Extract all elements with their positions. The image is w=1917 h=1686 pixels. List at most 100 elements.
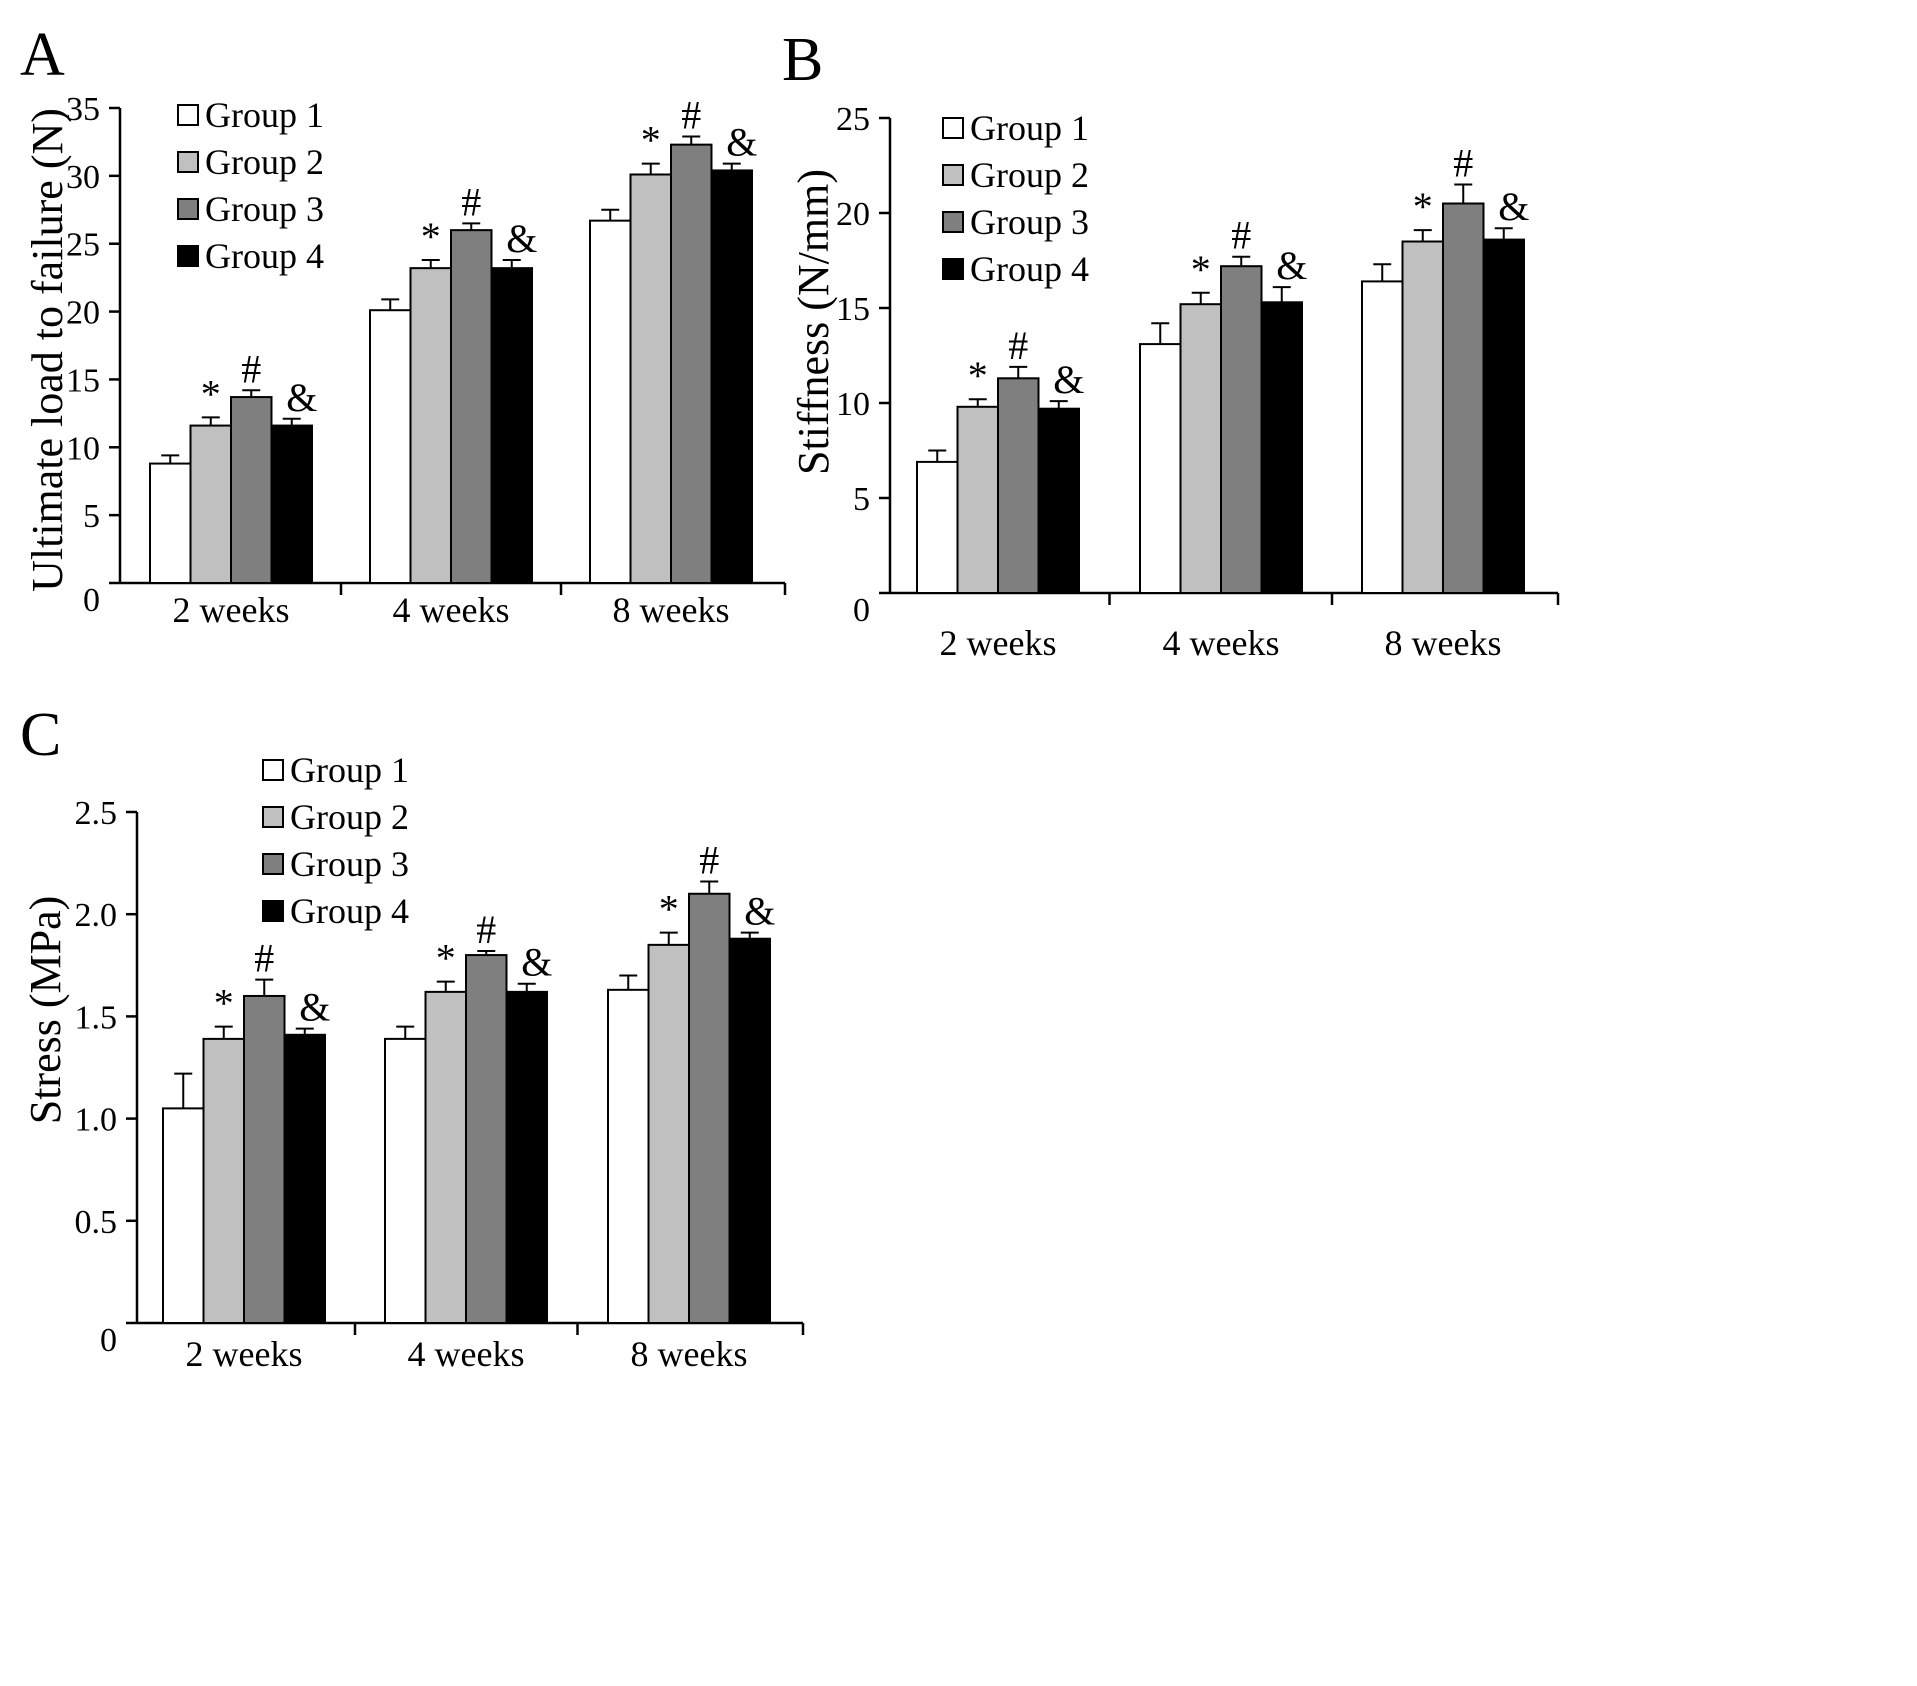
significance-marker: * xyxy=(1191,247,1211,292)
legend-label: Group 4 xyxy=(970,249,1089,289)
legend-label: Group 3 xyxy=(205,189,324,229)
x-tick-label: 2 weeks xyxy=(940,623,1057,663)
legend-swatch xyxy=(177,245,199,267)
x-tick-label: 8 weeks xyxy=(613,590,730,630)
x-tick-label: 8 weeks xyxy=(631,1334,748,1374)
legend-label: Group 2 xyxy=(290,797,409,837)
x-tick-label: 2 weeks xyxy=(173,590,290,630)
bar xyxy=(202,1037,245,1325)
legend-label: Group 2 xyxy=(970,155,1089,195)
legend-swatch xyxy=(942,164,964,186)
legend-label: Group 1 xyxy=(290,750,409,790)
bar xyxy=(465,954,508,1325)
legend-swatch xyxy=(942,258,964,280)
legend-swatch xyxy=(262,759,284,781)
legend-swatch xyxy=(177,104,199,126)
y-tick-label: 0 xyxy=(83,582,100,619)
bar xyxy=(1442,202,1485,594)
y-tick-label: 20 xyxy=(836,196,870,233)
legend-label: Group 4 xyxy=(205,236,324,276)
significance-marker: * xyxy=(201,371,221,416)
y-tick-label: 30 xyxy=(66,159,100,196)
bar xyxy=(409,267,452,584)
significance-marker: # xyxy=(699,837,719,882)
bar xyxy=(1139,343,1182,594)
significance-marker: & xyxy=(1053,357,1084,402)
bar xyxy=(283,1033,326,1325)
significance-marker: & xyxy=(506,216,537,261)
legend-label: Group 4 xyxy=(290,891,409,931)
panel-letter: B xyxy=(782,26,823,94)
x-tick-label: 4 weeks xyxy=(408,1334,525,1374)
y-tick-label: 35 xyxy=(66,91,100,128)
bar xyxy=(243,994,286,1325)
significance-marker: # xyxy=(241,346,261,391)
legend-swatch xyxy=(177,198,199,220)
bar xyxy=(710,169,753,585)
bar xyxy=(1401,240,1444,594)
bar xyxy=(589,219,632,584)
y-axis-title: Ultimate load to failure (N) xyxy=(23,108,72,592)
x-tick-label: 2 weeks xyxy=(186,1334,303,1374)
bar xyxy=(647,943,690,1324)
significance-marker: # xyxy=(461,179,481,224)
legend-label: Group 2 xyxy=(205,142,324,182)
significance-marker: * xyxy=(436,936,456,981)
y-tick-label: 15 xyxy=(66,362,100,399)
legend-label: Group 1 xyxy=(970,108,1089,148)
significance-marker: * xyxy=(968,353,988,398)
panel-a: A Ultimate load to failure (N) 0 5 10 15 20 25 3… xyxy=(20,21,787,630)
legend-swatch xyxy=(262,806,284,828)
y-axis-title: Stress (MPa) xyxy=(21,896,70,1125)
significance-marker: & xyxy=(521,940,552,985)
significance-marker: # xyxy=(1008,323,1028,368)
legend-swatch xyxy=(177,151,199,173)
significance-marker: # xyxy=(254,936,274,981)
bar xyxy=(1482,238,1525,594)
significance-marker: * xyxy=(659,887,679,932)
significance-marker: & xyxy=(299,985,330,1030)
y-tick-label: 5 xyxy=(853,481,870,518)
y-tick-label: 0.5 xyxy=(75,1204,118,1241)
significance-marker: & xyxy=(286,375,317,420)
bar xyxy=(1361,280,1404,594)
y-axis-title: Stiffness (N/mm) xyxy=(789,169,838,475)
bar xyxy=(728,937,771,1325)
x-tick-label: 8 weeks xyxy=(1385,623,1502,663)
significance-marker: # xyxy=(681,93,701,138)
significance-marker: * xyxy=(421,214,441,259)
legend-label: Group 3 xyxy=(290,844,409,884)
significance-marker: # xyxy=(476,907,496,952)
bar xyxy=(607,988,650,1324)
significance-marker: & xyxy=(1498,184,1529,229)
legend-label: Group 3 xyxy=(970,202,1089,242)
significance-marker: * xyxy=(214,981,234,1026)
bar xyxy=(1037,407,1080,595)
bar xyxy=(369,309,412,584)
bar xyxy=(450,229,493,584)
y-tick-label: 25 xyxy=(66,227,100,264)
significance-marker: * xyxy=(1413,184,1433,229)
legend-swatch xyxy=(262,853,284,875)
bar xyxy=(270,424,313,585)
bar xyxy=(384,1037,427,1325)
y-tick-label: 1.0 xyxy=(75,1102,118,1139)
panel-c: C Stress (MPa) 0 0.5 1.0 1.5 2.0 2.5 2 weeks 4 we… xyxy=(20,701,805,1374)
y-tick-label: 5 xyxy=(83,498,100,535)
bar xyxy=(1220,265,1263,594)
x-tick-label: 4 weeks xyxy=(1163,623,1280,663)
panel-b: B Stiffness (N/mm) 0 5 10 15 20 25 2 weeks 4 week… xyxy=(782,26,1560,663)
bar xyxy=(956,405,999,594)
legend-swatch xyxy=(262,900,284,922)
y-tick-label: 1.5 xyxy=(75,999,118,1036)
significance-marker: & xyxy=(726,120,757,165)
legend-swatch xyxy=(942,117,964,139)
significance-marker: & xyxy=(744,889,775,934)
bar xyxy=(490,267,533,584)
y-tick-label: 0 xyxy=(853,592,870,629)
bar xyxy=(162,1107,205,1324)
y-tick-label: 15 xyxy=(836,291,870,328)
y-tick-label: 0 xyxy=(100,1322,117,1359)
